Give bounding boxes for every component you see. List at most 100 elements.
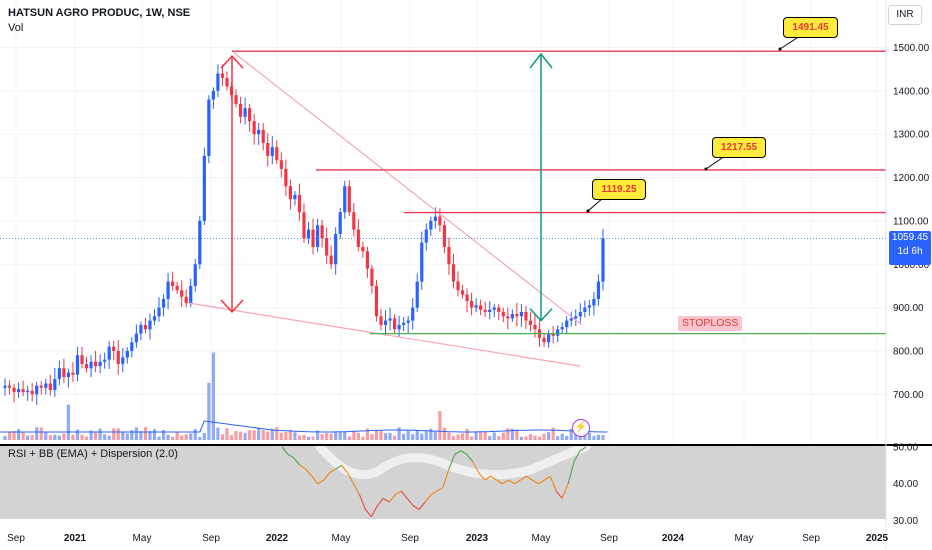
last-price-value: 1059.45	[891, 232, 929, 243]
rsi-line-segment	[573, 450, 581, 462]
candle-body	[311, 229, 315, 247]
callout-1119[interactable]: 1119.25	[592, 179, 646, 200]
time-tick-label: 2023	[466, 533, 489, 544]
rsi-line-segment	[394, 490, 402, 496]
volume-bar	[48, 435, 52, 440]
candle-body	[397, 324, 401, 330]
candle-body	[329, 255, 333, 265]
candle-body	[98, 361, 102, 367]
volume-bar	[211, 352, 215, 440]
currency-button[interactable]: INR	[888, 5, 922, 25]
candle-body	[343, 186, 347, 213]
candle-body	[266, 142, 270, 156]
volume-bar	[492, 432, 496, 440]
volume-bar	[392, 435, 397, 440]
volume-bar	[234, 430, 238, 440]
candle-body	[583, 307, 587, 312]
volume-bar	[297, 435, 302, 440]
rsi-legend[interactable]: RSI + BB (EMA) + Dispersion (2.0)	[8, 448, 178, 460]
candle-body	[207, 99, 211, 156]
candle-body	[216, 73, 220, 91]
candle-body	[506, 316, 510, 319]
rsi-line-segment	[370, 505, 378, 517]
volume-bar	[406, 430, 410, 440]
candle-body	[30, 390, 34, 395]
time-tick-label: Sep	[600, 533, 618, 544]
time-tick-label: Sep	[401, 533, 419, 544]
volume-bar	[347, 436, 351, 440]
candle-body	[202, 155, 206, 221]
rsi-line-segment	[454, 450, 462, 455]
candle-body	[288, 186, 292, 200]
volume-bar	[229, 435, 234, 440]
volume-bar	[39, 427, 43, 440]
volume-bar	[415, 429, 419, 440]
price-tick-label: 1000.00	[893, 260, 930, 271]
candle-body	[3, 385, 7, 388]
rsi-line-segment	[484, 475, 491, 481]
candle-body	[352, 212, 356, 230]
volume-bar	[107, 435, 111, 440]
volume-bar	[116, 428, 120, 440]
candle-body	[279, 160, 283, 169]
rsi-line-segment	[514, 479, 521, 485]
candle-body	[578, 311, 582, 317]
volume-bar	[148, 431, 152, 440]
volume-bar	[424, 431, 428, 440]
rsi-line-segment	[323, 472, 331, 481]
rsi-line-segment	[329, 468, 336, 474]
volume-bar	[433, 431, 437, 440]
wedge-upper-line	[231, 50, 583, 326]
volume-bar	[501, 432, 505, 440]
time-tick-label: Sep	[7, 533, 25, 544]
candle-body	[560, 327, 564, 330]
rsi-line-segment	[502, 479, 509, 485]
volume-bar	[547, 432, 551, 440]
volume-bar	[252, 430, 256, 440]
volume-legend[interactable]: Vol	[8, 22, 24, 34]
candle-body	[270, 147, 274, 156]
candle-body	[406, 320, 410, 323]
candle-body	[411, 307, 415, 321]
target-arrow-head-top	[529, 52, 553, 69]
volume-bar	[402, 433, 406, 440]
stoploss-label[interactable]: STOPLOSS	[678, 316, 743, 331]
candle-body	[112, 346, 116, 351]
time-axis[interactable]: Sep 2021 May Sep 2022 May Sep 2023 May Sep 2024 May…	[7, 533, 888, 544]
volume-bar	[451, 436, 456, 440]
volume-bar	[184, 434, 188, 440]
lightning-icon[interactable]: ⚡	[572, 419, 590, 437]
candle-body	[189, 285, 193, 304]
callout-1491[interactable]: 1491.45	[783, 17, 838, 38]
volume-bar	[506, 428, 510, 440]
candle-body	[456, 281, 460, 291]
candle-body	[234, 95, 238, 104]
candle-body	[44, 383, 48, 388]
rsi-axis[interactable]: 30.00 40.00 50.00	[893, 443, 918, 527]
rsi-line-segment	[466, 454, 474, 462]
candle-body	[469, 301, 474, 308]
volume-bar	[343, 431, 347, 440]
price-axis[interactable]: 700.00 800.00 900.00 1000.00 1100.00 1200.00 1…	[893, 43, 930, 401]
time-tick-label: May	[133, 533, 152, 544]
callout-1217[interactable]: 1217.55	[712, 137, 766, 158]
volume-bar	[202, 432, 206, 440]
volume-bar	[320, 433, 324, 440]
volume-bar	[193, 429, 197, 440]
candle-body	[116, 350, 120, 364]
price-tick-label: 700.00	[893, 390, 924, 401]
time-tick-label: 2024	[662, 533, 685, 544]
volume-bar	[338, 432, 342, 440]
candle-body	[184, 296, 188, 304]
candle-body	[587, 305, 591, 308]
callout-1217-dot	[704, 167, 708, 171]
rsi-line-segment	[442, 468, 450, 488]
candle-body	[66, 372, 71, 377]
volume-bar	[456, 434, 460, 440]
volume-bar	[171, 436, 175, 440]
volume-bar	[71, 434, 75, 440]
volume-bar	[12, 431, 16, 440]
volume-bar	[383, 433, 388, 440]
rsi-line-segment	[406, 498, 414, 507]
